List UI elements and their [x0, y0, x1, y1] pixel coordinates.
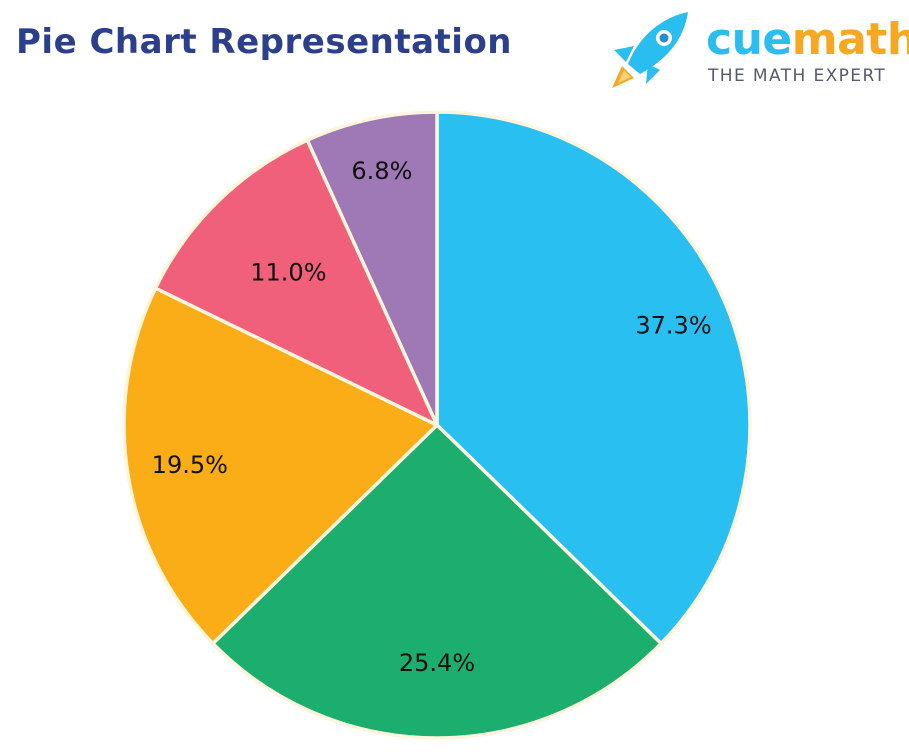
slice-label: 19.5% — [152, 451, 228, 479]
brand-tagline: THE MATH EXPERT — [708, 66, 887, 86]
pie-slice — [153, 138, 439, 427]
pie-labels: 37.3% 25.4% 19.5% 11.0% 6.8% — [152, 157, 712, 677]
slice-label: 6.8% — [351, 157, 412, 185]
pie-slice — [435, 110, 752, 646]
brand-logo: cuemath THE MATH EXPERT — [604, 8, 909, 94]
brand-name-math: math — [791, 14, 909, 65]
slice-label: 11.0% — [250, 259, 326, 287]
brand-name-cue: cue — [706, 14, 792, 65]
pie-slice — [122, 286, 439, 646]
pie-slice — [305, 110, 439, 427]
slice-label: 25.4% — [399, 649, 475, 677]
pie-slice — [211, 423, 663, 740]
rocket-icon — [612, 12, 688, 88]
page-title: Pie Chart Representation — [16, 22, 513, 62]
slice-label: 37.3% — [635, 311, 711, 339]
brand-name: cuemath — [706, 12, 909, 68]
pie-slices — [122, 110, 752, 740]
